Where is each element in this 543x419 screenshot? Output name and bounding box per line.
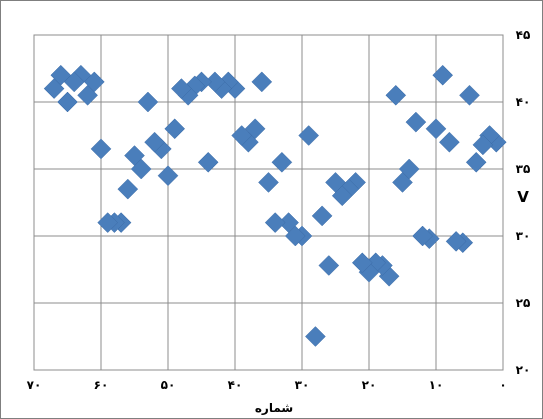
data-point bbox=[231, 125, 253, 146]
x-tick-label: ۶۰ bbox=[94, 378, 109, 392]
data-point bbox=[197, 151, 219, 173]
data-point bbox=[144, 131, 165, 153]
data-point bbox=[57, 91, 78, 113]
y-axis-label: V bbox=[517, 188, 529, 206]
x-tick-label: ۴۰ bbox=[228, 378, 243, 392]
data-point bbox=[351, 252, 373, 274]
data-point bbox=[425, 118, 447, 140]
x-tick-label: ۵۰ bbox=[161, 378, 176, 392]
data-point bbox=[90, 138, 112, 160]
data-point bbox=[459, 84, 480, 106]
data-point bbox=[258, 172, 279, 193]
x-tick-label: ۱۰ bbox=[429, 378, 444, 392]
data-point bbox=[472, 134, 494, 156]
data-point bbox=[157, 165, 179, 187]
x-axis-ticks: ۷۰ ۶۰ ۵۰ ۴۰ ۳۰ ۲۰ ۱۰ ۰ bbox=[27, 378, 507, 392]
data-point bbox=[264, 212, 286, 233]
data-point bbox=[325, 172, 346, 193]
y-tick-label: ۳۰ bbox=[516, 229, 531, 243]
x-axis-label: شماره bbox=[255, 401, 293, 415]
data-point bbox=[318, 255, 340, 276]
x-tick-label: ۲۰ bbox=[362, 378, 377, 392]
x-tick-label: ۰ bbox=[499, 378, 506, 392]
y-tick-label: ۲۵ bbox=[516, 296, 531, 310]
data-point bbox=[405, 111, 427, 133]
y-axis-ticks: ۲۰ ۲۵ ۳۰ ۳۵ ۴۰ ۴۵ bbox=[516, 28, 531, 377]
data-point bbox=[43, 78, 65, 99]
x-tick-label: ۷۰ bbox=[27, 378, 42, 392]
data-point bbox=[392, 172, 413, 193]
data-point bbox=[412, 225, 433, 247]
data-point bbox=[164, 118, 186, 140]
y-tick-label: ۴۰ bbox=[516, 95, 531, 109]
y-tick-label: ۲۰ bbox=[516, 363, 531, 377]
data-point bbox=[251, 71, 273, 93]
data-points bbox=[43, 64, 507, 347]
data-point bbox=[171, 78, 192, 99]
data-point bbox=[271, 151, 293, 173]
data-point bbox=[77, 84, 98, 106]
y-tick-label: ۴۵ bbox=[516, 28, 531, 42]
data-point bbox=[97, 212, 119, 233]
data-point bbox=[385, 84, 407, 106]
data-point bbox=[439, 131, 460, 153]
data-point bbox=[465, 151, 487, 173]
x-tick-label: ۳۰ bbox=[295, 378, 310, 392]
data-point bbox=[298, 125, 320, 146]
data-point bbox=[124, 145, 145, 166]
data-point bbox=[117, 178, 139, 200]
data-point bbox=[311, 205, 333, 227]
data-point bbox=[432, 64, 454, 86]
data-point bbox=[445, 231, 467, 252]
y-tick-label: ۳۵ bbox=[516, 162, 531, 176]
data-point bbox=[137, 91, 159, 113]
data-point bbox=[305, 326, 326, 347]
